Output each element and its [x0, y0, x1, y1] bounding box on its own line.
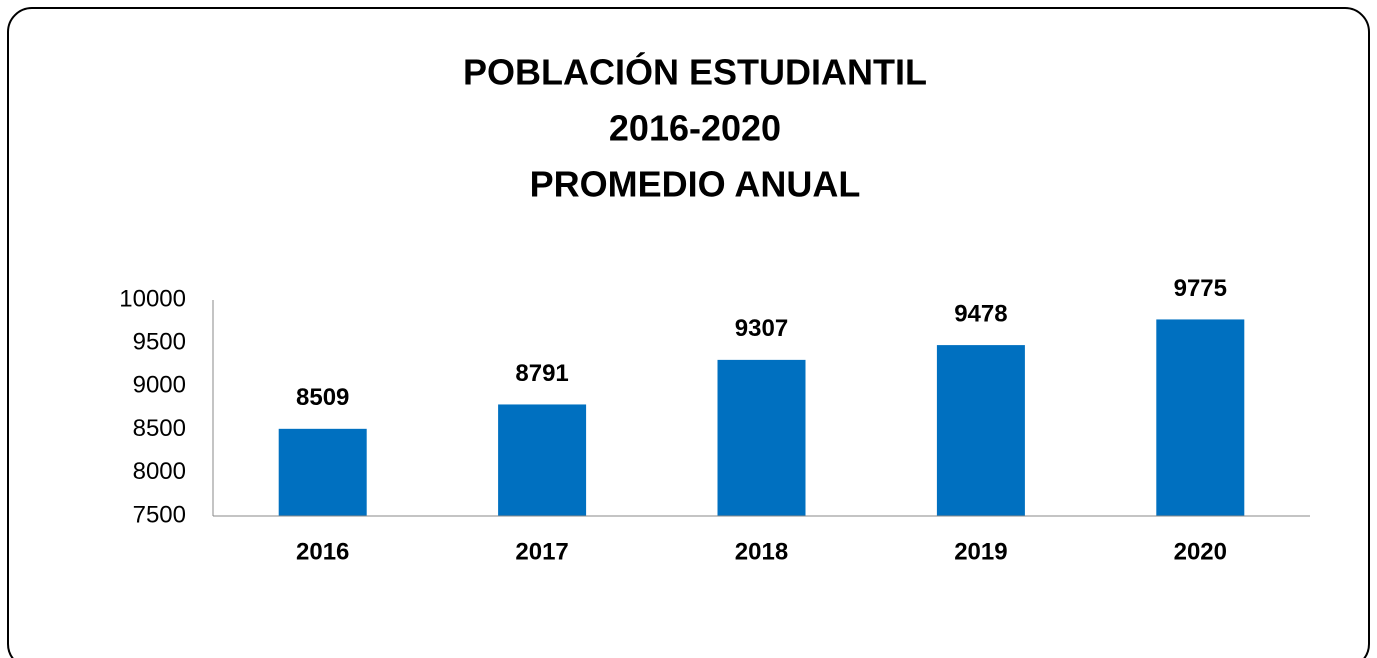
- x-tick-label: 2018: [735, 538, 788, 565]
- value-label: 8509: [296, 384, 349, 411]
- value-label: 9775: [1174, 275, 1227, 302]
- x-tick-label: 2016: [296, 538, 349, 565]
- x-tick-label: 2017: [515, 538, 568, 565]
- y-tick-label: 9000: [133, 372, 186, 399]
- y-tick-label: 10000: [119, 285, 186, 312]
- y-tick-label: 7500: [133, 501, 186, 528]
- chart-title: 2016-2020: [609, 108, 781, 149]
- chart-title: PROMEDIO ANUAL: [530, 164, 861, 205]
- bar: [278, 428, 367, 516]
- y-tick-label: 9500: [133, 329, 186, 356]
- bar: [936, 345, 1025, 516]
- x-tick-label: 2020: [1174, 538, 1227, 565]
- value-label: 8791: [515, 360, 568, 387]
- bar: [717, 359, 806, 516]
- bar: [498, 404, 587, 516]
- value-label: 9307: [735, 315, 788, 342]
- value-label: 9478: [954, 300, 1007, 327]
- bar: [1156, 319, 1245, 516]
- y-tick-label: 8500: [133, 415, 186, 442]
- x-tick-label: 2019: [954, 538, 1007, 565]
- y-tick-label: 8000: [133, 458, 186, 485]
- chart-title: POBLACIÓN ESTUDIANTIL: [463, 51, 927, 93]
